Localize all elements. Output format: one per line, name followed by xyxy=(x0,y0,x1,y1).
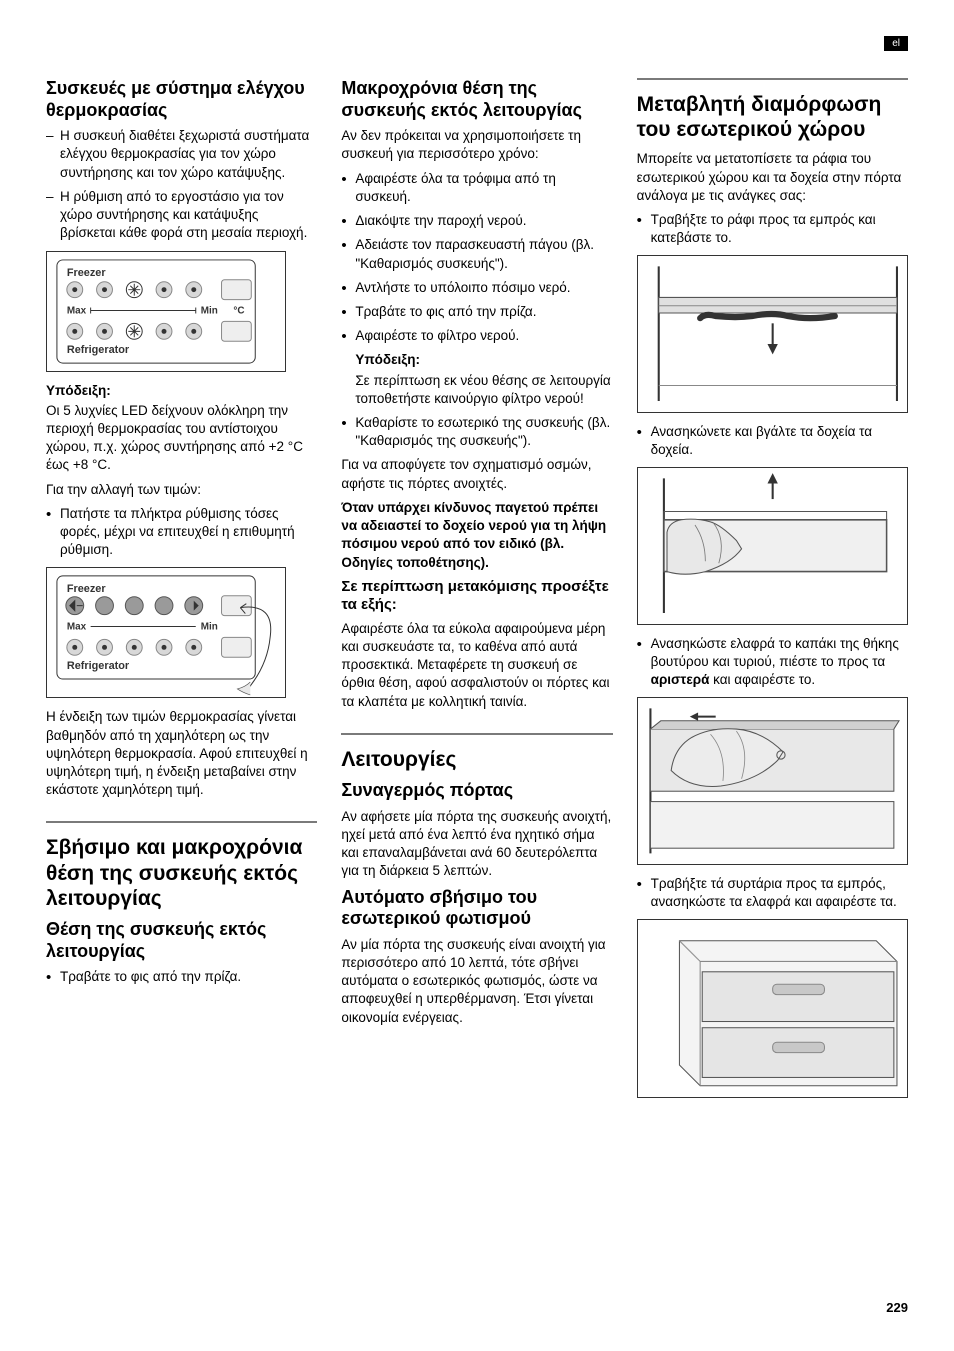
heading-moving: Σε περίπτωση μετακόμισης προσέξτε τα εξή… xyxy=(341,578,612,614)
divider xyxy=(637,78,908,80)
svg-text:Refrigerator: Refrigerator xyxy=(67,344,130,356)
list-item: Τραβήξτε το ράφι προς τα εμπρός και κατε… xyxy=(637,211,908,247)
list-item: Ανασηκώστε ελαφρά το καπάκι της θήκης βο… xyxy=(637,635,908,690)
bullet-list: Πατήστε τα πλήκτρα ρύθμισης τόσες φορές,… xyxy=(46,505,317,560)
bullet-list: Αφαιρέστε όλα τα τρόφιμα από τη συσκευή.… xyxy=(341,170,612,346)
figure-shelf-pull xyxy=(637,255,908,412)
figure-control-panel-2: Freezer Max Min xyxy=(46,567,286,698)
bullet-list: Ανασηκώστε ελαφρά το καπάκι της θήκης βο… xyxy=(637,635,908,690)
heading-functions: Λειτουργίες xyxy=(341,747,612,772)
bullet-list: Ανασηκώνετε και βγάλτε τα δοχεία τα δοχε… xyxy=(637,423,908,459)
column-1: Συσκευές με σύστημα ελέγχου θερμοκρασίας… xyxy=(46,78,317,1108)
heading-door-alarm: Συναγερμός πόρτας xyxy=(341,780,612,802)
figure-control-panel-1: Freezer Max Min °C xyxy=(46,251,286,372)
heading-longterm-off: Μακροχρόνια θέση της συσκευής εκτός λειτ… xyxy=(341,78,612,121)
bullet-list: Τραβήξτε το ράφι προς τα εμπρός και κατε… xyxy=(637,211,908,247)
divider xyxy=(46,821,317,823)
list-item: Η ρύθμιση από το εργοστάσιο για τον χώρο… xyxy=(46,188,317,243)
figure-drawers xyxy=(637,919,908,1097)
paragraph: Για την αλλαγή των τιμών: xyxy=(46,481,317,499)
list-item: Αφαιρέστε όλα τα τρόφιμα από τη συσκευή. xyxy=(341,170,612,206)
svg-text:°C: °C xyxy=(233,305,244,316)
list-item: Αντλήστε το υπόλοιπο πόσιμο νερό. xyxy=(341,279,612,297)
paragraph: Αν μία πόρτα της συσκευής είναι ανοιχτή … xyxy=(341,936,612,1027)
divider xyxy=(341,733,612,735)
svg-text:Refrigerator: Refrigerator xyxy=(67,661,130,673)
list-item: Ανασηκώνετε και βγάλτε τα δοχεία τα δοχε… xyxy=(637,423,908,459)
text-span: Ανασηκώστε ελαφρά το καπάκι της θήκης βο… xyxy=(651,636,899,669)
paragraph: Η ένδειξη των τιμών θερμοκρασίας γίνεται… xyxy=(46,708,317,799)
heading-temp-control: Συσκευές με σύστημα ελέγχου θερμοκρασίας xyxy=(46,78,317,121)
bullet-list: Καθαρίστε το εσωτερικό της συσκευής (βλ.… xyxy=(341,414,612,450)
list-item: Αδειάστε τον παρασκευαστή πάγου (βλ. "Κα… xyxy=(341,236,612,272)
list-item: Αφαιρέστε το φίλτρο νερού. xyxy=(341,327,612,345)
paragraph: Για να αποφύγετε τον σχηματισμό οσμών, α… xyxy=(341,456,612,492)
page-columns: Συσκευές με σύστημα ελέγχου θερμοκρασίας… xyxy=(46,78,908,1108)
svg-text:Freezer: Freezer xyxy=(67,266,107,278)
paragraph: Αφαιρέστε όλα τα εύκολα αφαιρούμενα μέρη… xyxy=(341,620,612,711)
tip-label: Υπόδειξη: xyxy=(46,382,317,400)
svg-text:Freezer: Freezer xyxy=(67,583,107,595)
figure-door-bin xyxy=(637,467,908,624)
temp-control-list: Η συσκευή διαθέτει ξεχωριστά συστήματα ε… xyxy=(46,127,317,242)
paragraph: Μπορείτε να μετατοπίσετε τα ράφια του εσ… xyxy=(637,150,908,205)
list-item: Τραβάτε το φις από την πρίζα. xyxy=(46,968,317,986)
tip-text: Σε περίπτωση εκ νέου θέσης σε λειτουργία… xyxy=(355,372,612,408)
warning-paragraph: Όταν υπάρχει κίνδυνος παγετού πρέπει να … xyxy=(341,499,612,572)
bold-text: αριστερά xyxy=(651,672,710,687)
heading-variable-interior: Μεταβλητή διαμόρφωση του εσωτερικού χώρο… xyxy=(637,92,908,142)
svg-text:Max: Max xyxy=(67,305,87,316)
heading-position-off: Θέση της συσκευής εκτός λειτουργίας xyxy=(46,919,317,962)
figure-butter-compartment xyxy=(637,697,908,865)
heading-shutdown: Σβήσιμο και μακροχρόνια θέση της συσκευή… xyxy=(46,835,317,911)
heading-auto-light-off: Αυτόματο σβήσιμο του εσωτερικού φωτισμού xyxy=(341,887,612,930)
list-item: Διακόψτε την παροχή νερού. xyxy=(341,212,612,230)
paragraph: Αν αφήσετε μία πόρτα της συσκευής ανοιχτ… xyxy=(341,808,612,881)
bullet-list: Τραβήξτε τά συρτάρια προς τα εμπρός, ανα… xyxy=(637,875,908,911)
list-item: Καθαρίστε το εσωτερικό της συσκευής (βλ.… xyxy=(341,414,612,450)
bullet-list: Τραβάτε το φις από την πρίζα. xyxy=(46,968,317,986)
language-tag: el xyxy=(884,36,908,51)
list-item: Η συσκευή διαθέτει ξεχωριστά συστήματα ε… xyxy=(46,127,317,182)
tip-text: Οι 5 λυχνίες LED δείχνουν ολόκληρη την π… xyxy=(46,402,317,475)
paragraph: Αν δεν πρόκειται να χρησιμοποιήσετε τη σ… xyxy=(341,127,612,163)
svg-text:Min: Min xyxy=(201,622,218,633)
column-3: Μεταβλητή διαμόρφωση του εσωτερικού χώρο… xyxy=(637,78,908,1108)
list-item: Τραβάτε το φις από την πρίζα. xyxy=(341,303,612,321)
tip-label: Υπόδειξη: xyxy=(355,351,612,369)
text-span: και αφαιρέστε το. xyxy=(709,672,815,687)
svg-text:Min: Min xyxy=(201,305,218,316)
column-2: Μακροχρόνια θέση της συσκευής εκτός λειτ… xyxy=(341,78,612,1108)
page-number: 229 xyxy=(886,1300,908,1315)
svg-text:Max: Max xyxy=(67,622,87,633)
list-item: Πατήστε τα πλήκτρα ρύθμισης τόσες φορές,… xyxy=(46,505,317,560)
list-item: Τραβήξτε τά συρτάρια προς τα εμπρός, ανα… xyxy=(637,875,908,911)
